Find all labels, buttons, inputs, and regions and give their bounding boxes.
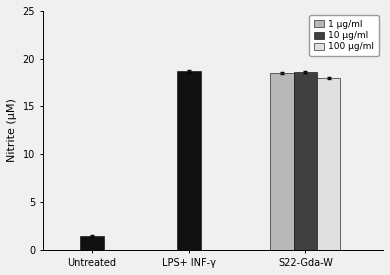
Bar (270, 73, 294, 250)
Y-axis label: Nitrite (μM): Nitrite (μM) (7, 98, 17, 162)
Bar (80, 236, 103, 250)
Bar (177, 71, 200, 250)
Bar (294, 72, 317, 250)
Bar (317, 78, 340, 250)
Legend: 1 μg/ml, 10 μg/ml, 100 μg/ml: 1 μg/ml, 10 μg/ml, 100 μg/ml (309, 15, 379, 56)
